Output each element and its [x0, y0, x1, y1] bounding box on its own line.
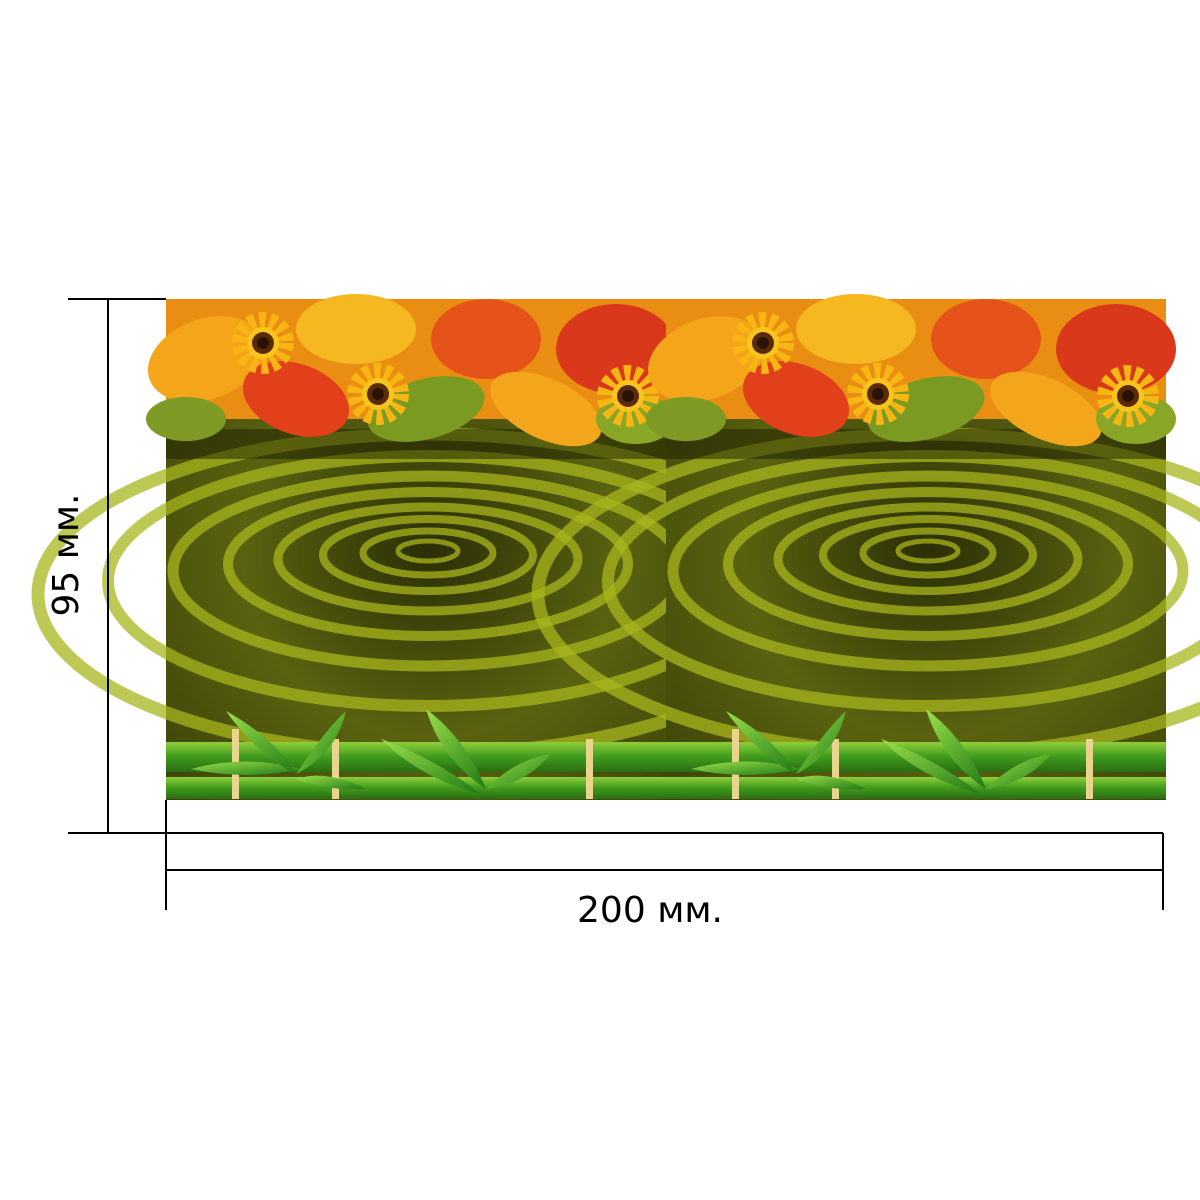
height-label: 95 мм.: [46, 493, 87, 616]
product-image: [38, 294, 1200, 800]
width-label: 200 мм.: [577, 890, 723, 931]
dimension-width: 200 мм.: [165, 800, 1164, 931]
dimension-height: 95 мм.: [46, 298, 166, 834]
